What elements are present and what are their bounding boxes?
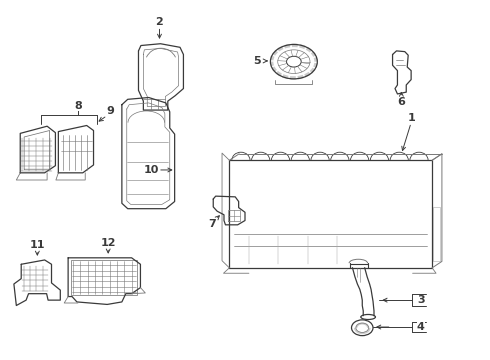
Text: 5: 5 [253, 56, 261, 66]
Bar [433, 207, 441, 261]
Text: 6: 6 [397, 97, 405, 107]
Text: 2: 2 [156, 17, 163, 27]
Text: 11: 11 [29, 240, 45, 250]
Text: 9: 9 [107, 106, 115, 116]
Text: 7: 7 [208, 219, 216, 229]
Text: 1: 1 [407, 113, 415, 123]
Text: 4: 4 [417, 322, 425, 332]
Bar [71, 260, 137, 295]
Text: 3: 3 [417, 295, 425, 305]
Text: 10: 10 [144, 165, 159, 175]
Text: 12: 12 [100, 238, 116, 248]
Text: 8: 8 [74, 102, 82, 112]
